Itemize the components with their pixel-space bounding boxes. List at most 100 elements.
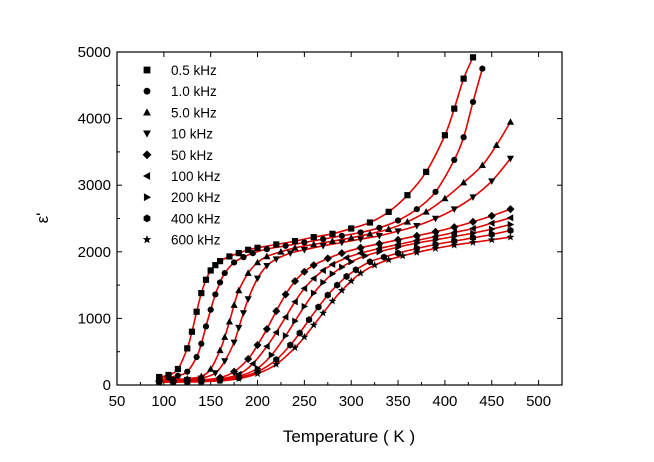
data-point: [272, 328, 280, 336]
data-point: [319, 308, 328, 317]
data-point: [506, 205, 515, 214]
data-point: [328, 237, 337, 244]
data-point: [184, 368, 191, 375]
data-point: [469, 234, 477, 242]
data-point: [281, 290, 290, 299]
data-point: [469, 238, 477, 246]
legend-marker-0: [143, 66, 151, 74]
data-point: [310, 274, 317, 283]
data-point: [348, 258, 355, 266]
data-point: [375, 244, 383, 253]
data-point: [320, 236, 327, 243]
data-point: [339, 263, 346, 271]
data-point: [301, 239, 308, 246]
y-tick-label: 0: [103, 377, 111, 394]
x-tick-label: 200: [245, 393, 270, 410]
data-point: [254, 244, 261, 251]
data-point: [395, 243, 402, 251]
data-point: [244, 296, 252, 303]
data-point: [404, 192, 411, 199]
data-point: [460, 75, 467, 82]
data-point: [273, 241, 280, 248]
fit-curve-1: [159, 68, 484, 380]
data-point: [403, 218, 411, 225]
data-point: [375, 239, 384, 248]
x-axis-title: Temperature ( K ): [283, 427, 415, 446]
data-point: [488, 178, 496, 185]
data-point: [356, 268, 365, 277]
data-point: [337, 249, 346, 258]
data-point: [328, 296, 337, 305]
data-point: [198, 289, 205, 297]
data-point: [479, 65, 486, 72]
data-point: [309, 261, 318, 270]
data-point: [450, 240, 459, 249]
data-point: [235, 324, 243, 332]
data-point: [291, 244, 299, 251]
data-point: [451, 156, 458, 163]
data-point: [202, 276, 210, 283]
data-point: [245, 246, 252, 253]
data-point: [155, 378, 164, 385]
legend-label-6: 200 kHz: [171, 190, 221, 205]
legend: 0.5 kHz 1.0 kHz 5.0 kHz 10 kHz 50 kHz 100 kHz…: [142, 63, 221, 248]
data-point: [432, 188, 439, 195]
fit-curve-0: [158, 57, 474, 378]
data-point: [234, 374, 243, 383]
data-point: [290, 277, 300, 286]
data-point: [310, 240, 318, 248]
data-point: [469, 98, 477, 106]
data-point: [197, 377, 206, 385]
y-tick-label: 3000: [78, 177, 111, 194]
data-point: [263, 252, 271, 260]
data-point: [230, 301, 238, 308]
y-tick-label: 4000: [78, 111, 111, 128]
data-point: [207, 365, 215, 372]
data-point: [253, 369, 262, 378]
y-tick-label: 1000: [78, 310, 111, 327]
legend-marker-3: [143, 130, 151, 138]
data-point: [253, 258, 262, 266]
x-tick-label: 300: [339, 393, 364, 410]
data-point: [441, 132, 448, 139]
data-point: [451, 105, 458, 112]
data-point: [478, 161, 486, 169]
data-point: [347, 276, 356, 285]
data-point: [319, 243, 327, 250]
data-point: [301, 302, 309, 310]
data-point: [356, 249, 364, 257]
data-point: [165, 374, 172, 381]
data-point: [488, 230, 495, 239]
data-point: [291, 238, 299, 245]
data-point: [384, 255, 393, 264]
x-tick-label: 100: [151, 393, 176, 410]
data-point: [487, 235, 496, 244]
legend-label-2: 5.0 kHz: [171, 105, 217, 120]
x-tick-label: 250: [292, 393, 317, 410]
data-point: [309, 320, 318, 329]
data-point: [193, 308, 200, 315]
data-point: [216, 376, 225, 385]
data-point: [212, 291, 219, 298]
data-point: [183, 377, 192, 385]
data-point: [240, 254, 247, 261]
data-point: [488, 219, 495, 227]
data-point: [450, 228, 458, 237]
data-point: [362, 252, 369, 260]
data-point: [385, 225, 393, 232]
data-point: [394, 228, 402, 235]
data-point: [310, 234, 317, 241]
data-point: [370, 260, 379, 269]
data-point: [235, 286, 243, 294]
data-point: [441, 194, 449, 202]
data-point: [216, 346, 224, 354]
data-point: [412, 248, 421, 256]
data-point: [174, 365, 181, 373]
data-point: [375, 233, 383, 240]
y-axis: 0 1000 2000 3000 4000 5000: [78, 44, 562, 394]
data-point: [263, 262, 271, 270]
legend-marker-7: [143, 214, 151, 223]
x-tick-label: 50: [109, 393, 126, 410]
data-point: [277, 248, 285, 255]
data-point: [460, 178, 468, 186]
